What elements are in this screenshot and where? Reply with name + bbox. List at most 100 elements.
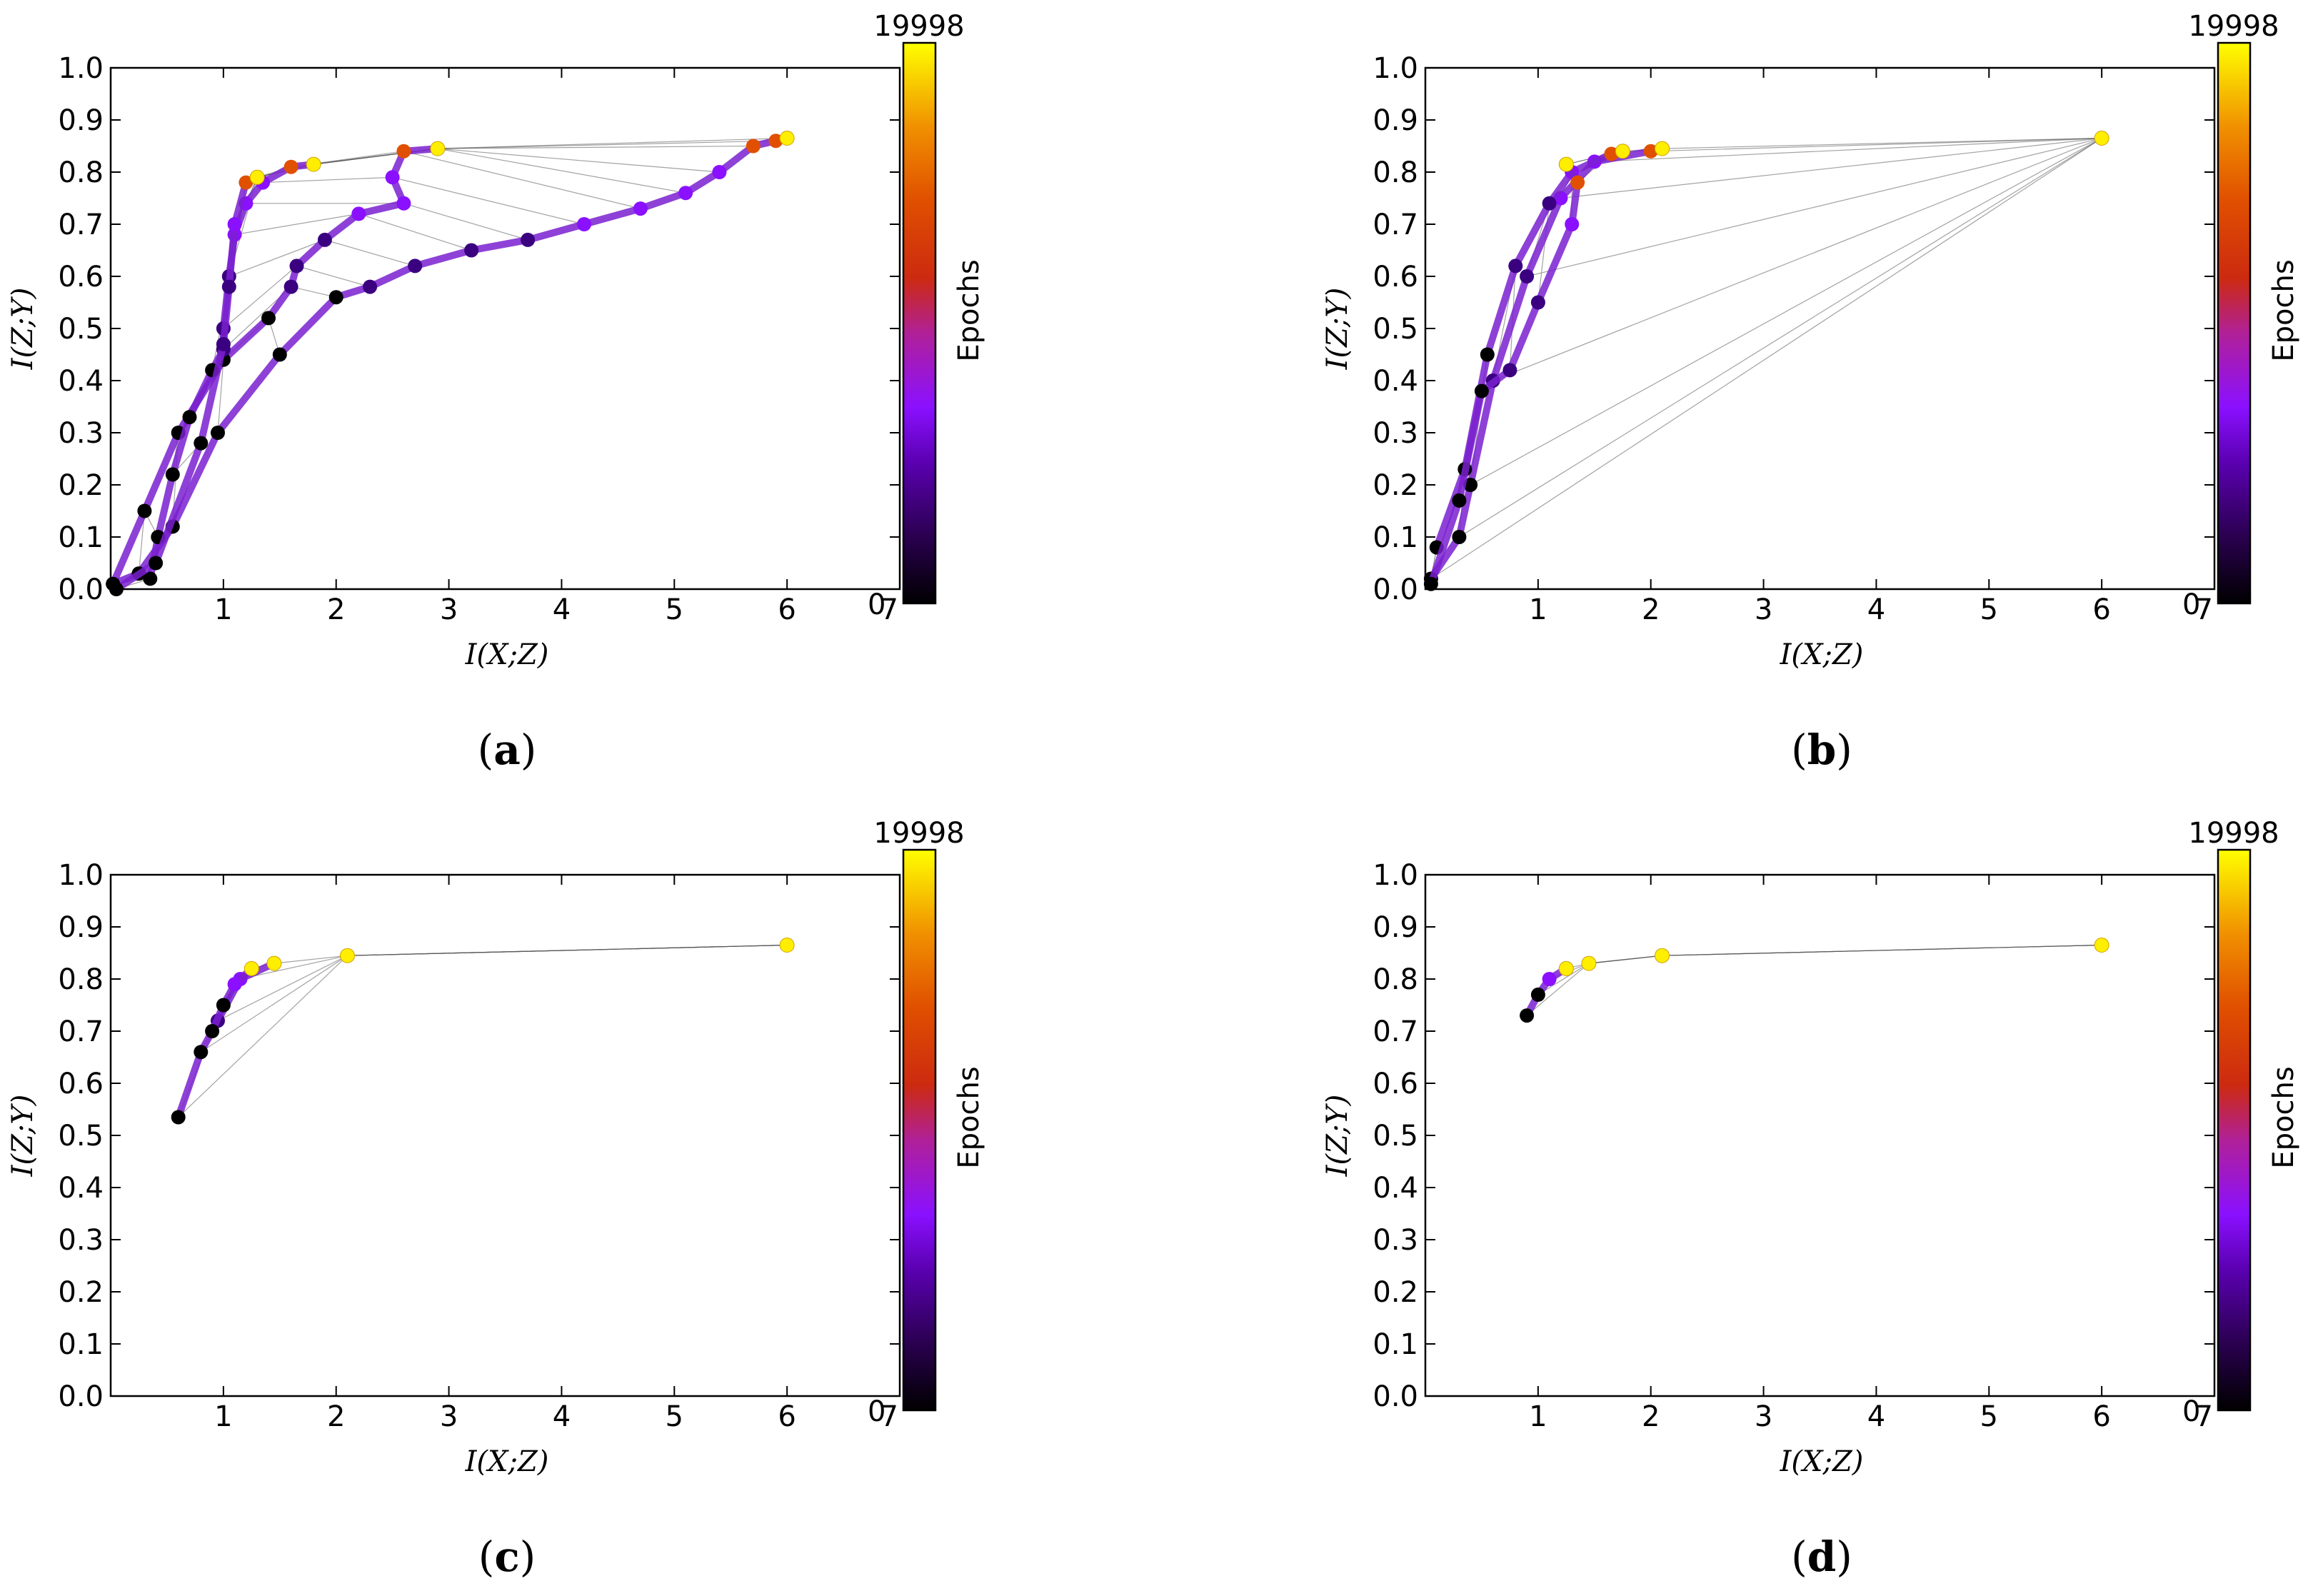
data-point	[317, 232, 332, 247]
data-point	[137, 503, 152, 518]
colorbar-min-label: 0	[868, 1395, 885, 1428]
y-tick-label: 0.7	[1373, 209, 1418, 241]
connector-line	[228, 177, 416, 277]
y-tick-label: 0.0	[1373, 573, 1418, 606]
x-tick-label: 4	[553, 1400, 571, 1433]
y-tick-label: 0.8	[58, 963, 104, 996]
y-tick-label: 0.4	[1373, 365, 1418, 398]
connector-line	[1430, 137, 2102, 584]
x-tick-label: 6	[778, 1400, 796, 1433]
colorbar-title: Epochs	[953, 259, 985, 361]
x-tick-label: 2	[1642, 1400, 1660, 1433]
connector-line	[1526, 944, 2102, 1016]
y-tick-label: 0.0	[1373, 1380, 1418, 1413]
data-point	[577, 217, 591, 231]
colorbar-min-label: 0	[868, 588, 885, 621]
data-point	[521, 232, 536, 247]
x-tick-label: 7	[2195, 1400, 2213, 1433]
x-tick-label: 5	[1980, 593, 1998, 626]
connector-line	[216, 944, 788, 1022]
y-tick-label: 0.9	[58, 911, 104, 944]
series-trajectory	[209, 965, 256, 1035]
colorbar-max-label: 19998	[2188, 817, 2279, 850]
data-point	[239, 175, 254, 190]
colorbar-max-label: 19998	[873, 817, 964, 850]
y-axis-label: I(Z;Y)	[1321, 288, 1354, 371]
data-point	[1530, 295, 1545, 310]
data-point	[1480, 347, 1495, 362]
data-point	[1542, 196, 1557, 211]
colorbar-title: Epochs	[2267, 1066, 2300, 1168]
connector-line	[178, 944, 788, 1118]
connector-line	[245, 177, 528, 241]
connector-line	[257, 151, 641, 209]
colorbar	[2217, 41, 2252, 605]
y-tick-label: 0.5	[1373, 313, 1418, 346]
connector-line	[257, 148, 686, 194]
y-tick-label: 0.2	[1373, 1276, 1418, 1309]
y-tick-label: 0.9	[1373, 911, 1418, 944]
series-layer-3	[1581, 955, 1597, 971]
data-point	[289, 259, 304, 273]
series-layer-1	[2094, 938, 2109, 953]
plot-frame	[1424, 873, 2216, 1397]
data-point	[464, 243, 479, 258]
x-tick-label: 4	[1867, 593, 1885, 626]
panel-label: (c)	[478, 1532, 536, 1581]
y-tick-label: 0.7	[58, 1015, 104, 1048]
data-point	[1558, 156, 1574, 172]
data-point	[1520, 1008, 1535, 1023]
data-point	[1604, 146, 1619, 161]
series-trajectory	[174, 960, 278, 1121]
panel-label: (d)	[1791, 1532, 1852, 1581]
data-point	[1452, 530, 1467, 544]
x-tick-label: 2	[1642, 593, 1660, 626]
x-tick-label: 3	[440, 1400, 458, 1433]
x-tick-label: 3	[440, 593, 458, 626]
y-tick-label: 0.3	[58, 1224, 104, 1257]
data-point	[1655, 141, 1670, 156]
series-layer-4	[109, 169, 265, 596]
data-point	[244, 960, 259, 976]
data-point	[171, 1110, 186, 1125]
layer-connector-lines	[178, 944, 788, 1118]
y-tick-label: 0.6	[1373, 1068, 1418, 1100]
y-tick-label: 0.4	[58, 1172, 104, 1205]
data-point	[1558, 960, 1574, 976]
x-tick-label: 2	[327, 1400, 345, 1433]
data-point	[149, 556, 164, 571]
layer-connector-lines	[1430, 137, 2102, 584]
data-point	[1520, 269, 1535, 283]
y-tick-label: 0.0	[58, 573, 104, 606]
colorbar	[902, 848, 937, 1412]
y-tick-label: 0.8	[1373, 156, 1418, 189]
connector-line	[1526, 137, 2102, 303]
data-point	[272, 347, 287, 362]
y-tick-label: 0.8	[58, 156, 104, 189]
y-tick-label: 0.7	[58, 209, 104, 241]
layer-connector-lines	[1526, 944, 2102, 1016]
x-tick-label: 7	[880, 593, 898, 626]
data-point	[396, 196, 411, 211]
data-point	[2094, 938, 2109, 953]
data-point	[1581, 955, 1597, 971]
series-layer-1	[2094, 131, 2109, 146]
y-axis-label: I(Z;Y)	[1321, 1095, 1354, 1178]
data-point	[227, 977, 242, 992]
data-point	[284, 159, 298, 174]
data-point	[261, 311, 276, 326]
y-tick-label: 0.2	[1373, 469, 1418, 502]
chart-panel-1: 0.0 0.1 0.2 0.3 0.4 0.5 0.6 0.7 0.8 0.9 1.0 1 2 3 4 5 6 7…	[6, 10, 985, 774]
x-tick-label: 2	[327, 593, 345, 626]
x-tick-label: 3	[1755, 1400, 1772, 1433]
data-point	[1565, 217, 1580, 231]
x-tick-label: 1	[1529, 1400, 1547, 1433]
data-point	[678, 186, 693, 201]
data-point	[633, 201, 648, 216]
data-point	[266, 955, 282, 971]
colorbar-title: Epochs	[2267, 259, 2300, 361]
y-tick-label: 0.4	[1373, 1172, 1418, 1205]
data-point	[1615, 144, 1630, 159]
data-point	[249, 169, 265, 185]
colorbar-max-label: 19998	[2188, 10, 2279, 43]
